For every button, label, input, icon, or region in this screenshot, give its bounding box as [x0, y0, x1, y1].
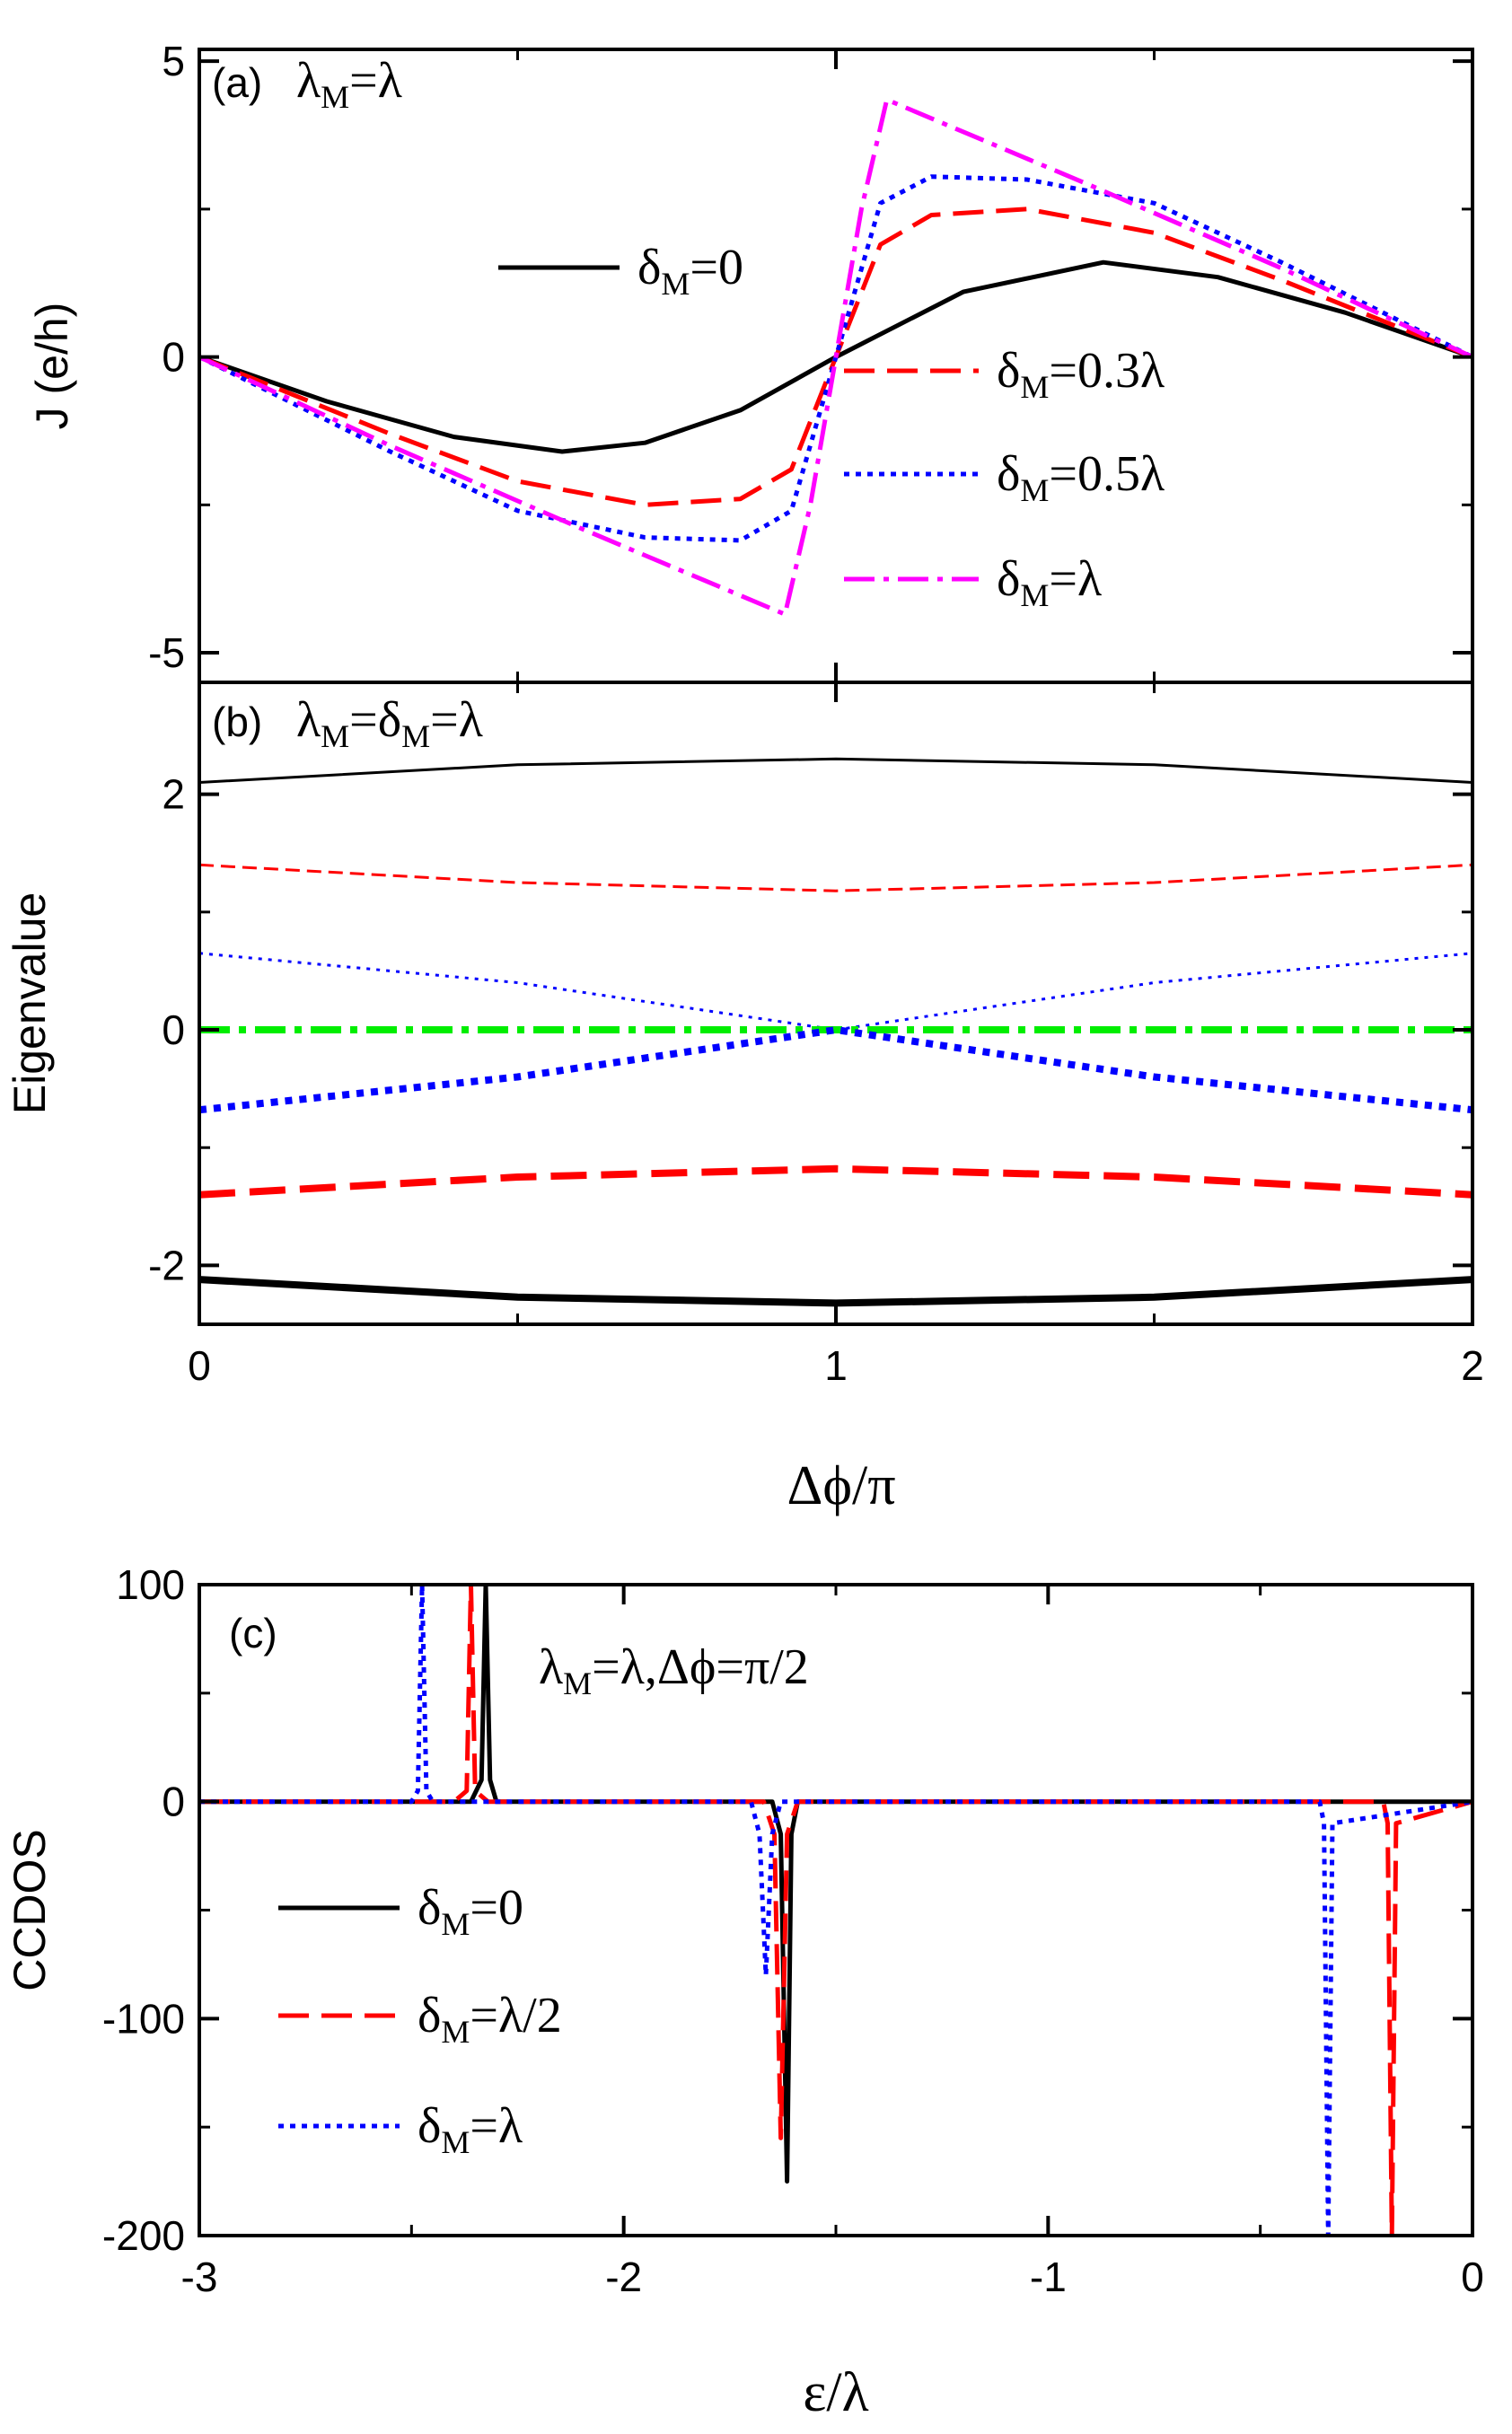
x-tick-label: 1 — [824, 1342, 848, 1389]
parameter-label: λM=λ,Δϕ=π/2 — [539, 1639, 809, 1701]
legend: δM=0 δM=λ/2 δM=λ — [278, 1880, 562, 2160]
y-tick-label: -200 — [102, 2212, 185, 2259]
legend-entry: δM=0.5λ — [997, 446, 1165, 508]
panel-a: 5 0 -5 J (e/h) (a) λM=λ δM=0 δM=0.3λ δM=0.5λ δM=λ — [27, 38, 1474, 684]
series-line-2 — [199, 1585, 1472, 2236]
legend-entry: δM=0 — [418, 1880, 523, 1942]
parameter-label: λM=λ — [296, 53, 402, 115]
series-line-4 — [199, 97, 1472, 617]
series-line-3 — [199, 952, 1472, 1032]
x-tick-label: -2 — [605, 2254, 642, 2300]
panel-label: (a) — [212, 59, 262, 106]
y-tick-label: -2 — [148, 1242, 185, 1288]
legend-entry: δM=λ — [997, 551, 1102, 613]
x-tick-label: 0 — [1461, 2254, 1484, 2300]
series-group — [199, 757, 1472, 1307]
series-line-1 — [199, 1585, 1472, 2184]
panel-c: -3 -2 -1 0 100 0 -100 -200 CCDOS (c) λM=λ,Δϕ=π/2 ε/… — [4, 1561, 1484, 2423]
x-tick-label: -3 — [181, 2254, 218, 2300]
x-tick-label: 0 — [188, 1342, 211, 1389]
y-tick-label: -5 — [148, 629, 185, 676]
parameter-label: λM=δM=λ — [296, 692, 483, 754]
panel-b: 0 1 2 2 0 -2 Eigenvalue (b) λM=δM=λ — [4, 681, 1484, 1389]
series-line-5 — [199, 1026, 1472, 1114]
y-axis-label: J (e/h) — [27, 303, 77, 430]
panel-label: (b) — [212, 699, 262, 745]
series-line-1 — [199, 757, 1472, 784]
series-line-6 — [199, 1164, 1472, 1199]
plot-frame — [198, 48, 1474, 684]
y-tick-label: 0 — [162, 1779, 185, 1825]
legend-entry: δM=0.3λ — [997, 343, 1165, 405]
x-tick-label: -1 — [1030, 2254, 1067, 2300]
x-axis-label: ε/λ — [803, 2362, 868, 2423]
x-tick-label: 2 — [1461, 1342, 1484, 1389]
series-line-2 — [199, 863, 1472, 892]
y-tick-label: 100 — [116, 1561, 185, 1608]
legend-entry: δM=0 — [637, 240, 743, 302]
series-group — [199, 97, 1472, 617]
panel-label: (c) — [229, 1610, 277, 1656]
y-tick-label: 0 — [162, 1006, 185, 1053]
series-group — [199, 1585, 1472, 2236]
legend-entry: δM=λ/2 — [418, 1988, 562, 2050]
y-tick-label: -100 — [102, 1995, 185, 2042]
series-line-3 — [199, 174, 1472, 543]
legend-entry: δM=λ — [418, 2098, 523, 2160]
series-line-1 — [199, 259, 1472, 454]
y-axis-label: CCDOS — [4, 1829, 55, 1991]
y-tick-label: 5 — [162, 38, 185, 84]
plot-frame — [198, 681, 1474, 1326]
shared-x-axis-label: Δϕ/π — [787, 1455, 895, 1516]
y-tick-label: 2 — [162, 771, 185, 818]
y-axis-label: Eigenvalue — [4, 892, 55, 1114]
series-line-7 — [199, 1276, 1472, 1307]
y-tick-label: 0 — [162, 334, 185, 381]
series-line-3 — [199, 1585, 1472, 2236]
legend: δM=0 δM=0.3λ δM=0.5λ δM=λ — [498, 240, 1165, 613]
